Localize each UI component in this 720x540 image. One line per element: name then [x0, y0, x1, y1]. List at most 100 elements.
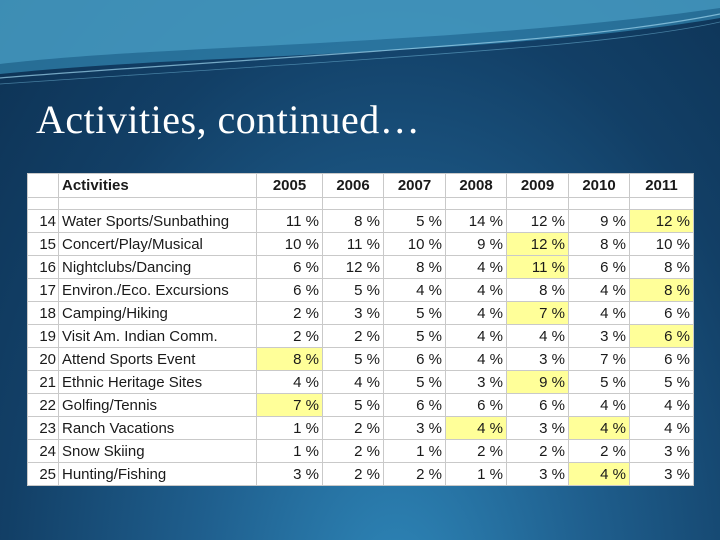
- header-year-2005: 2005: [256, 173, 323, 198]
- activity-name-cell: Attend Sports Event: [58, 347, 257, 371]
- percent-cell-2007: 5 %: [383, 301, 446, 325]
- activities-table: Activities 2005 2006 2007 2008 2009 2010…: [27, 173, 694, 486]
- header-num-cell: [27, 173, 59, 198]
- table-row: 24 Snow Skiing 1 % 2 % 1 % 2 % 2 % 2 % 3 %: [27, 439, 694, 463]
- percent-cell-2007: 5 %: [383, 324, 446, 348]
- percent-cell-2008: 14 %: [445, 209, 507, 233]
- header-year-2009: 2009: [506, 173, 569, 198]
- percent-cell-2011: 5 %: [629, 370, 694, 394]
- percent-cell-2008: 4 %: [445, 278, 507, 302]
- percent-cell-2010: 3 %: [568, 324, 630, 348]
- percent-cell-2011: 6 %: [629, 324, 694, 348]
- percent-cell-2010: 4 %: [568, 416, 630, 440]
- percent-cell-2006: 5 %: [322, 347, 384, 371]
- percent-cell-2005: 6 %: [256, 278, 323, 302]
- row-number-cell: 16: [27, 255, 59, 279]
- activity-name-cell: Water Sports/Sunbathing: [58, 209, 257, 233]
- percent-cell-2007: 2 %: [383, 462, 446, 486]
- percent-cell-2009: 12 %: [506, 232, 569, 256]
- percent-cell-2011: 10 %: [629, 232, 694, 256]
- header-swoosh-graphic: [0, 0, 720, 85]
- percent-cell-2008: 1 %: [445, 462, 507, 486]
- slide-title: Activities, continued…: [36, 97, 421, 142]
- percent-cell-2007: 1 %: [383, 439, 446, 463]
- activity-name-cell: Ranch Vacations: [58, 416, 257, 440]
- percent-cell-2006: 5 %: [322, 393, 384, 417]
- percent-cell-2007: 6 %: [383, 347, 446, 371]
- activity-name-cell: Environ./Eco. Excursions: [58, 278, 257, 302]
- percent-cell-2008: 4 %: [445, 301, 507, 325]
- percent-cell-2008: 4 %: [445, 416, 507, 440]
- percent-cell-2008: 4 %: [445, 347, 507, 371]
- percent-cell-2006: 2 %: [322, 439, 384, 463]
- percent-cell-2010: 6 %: [568, 255, 630, 279]
- percent-cell-2010: 9 %: [568, 209, 630, 233]
- row-number-cell: 14: [27, 209, 59, 233]
- percent-cell-2006: 5 %: [322, 278, 384, 302]
- activities-table-container: Activities 2005 2006 2007 2008 2009 2010…: [27, 173, 694, 486]
- percent-cell-2008: 4 %: [445, 255, 507, 279]
- header-year-2007: 2007: [383, 173, 446, 198]
- percent-cell-2009: 7 %: [506, 301, 569, 325]
- percent-cell-2011: 6 %: [629, 301, 694, 325]
- percent-cell-2010: 4 %: [568, 462, 630, 486]
- percent-cell-2008: 2 %: [445, 439, 507, 463]
- percent-cell-2009: 4 %: [506, 324, 569, 348]
- percent-cell-2005: 1 %: [256, 439, 323, 463]
- percent-cell-2009: 11 %: [506, 255, 569, 279]
- percent-cell-2009: 3 %: [506, 416, 569, 440]
- row-number-cell: 20: [27, 347, 59, 371]
- percent-cell-2008: 3 %: [445, 370, 507, 394]
- percent-cell-2011: 8 %: [629, 278, 694, 302]
- percent-cell-2011: 4 %: [629, 393, 694, 417]
- row-number-cell: 19: [27, 324, 59, 348]
- percent-cell-2005: 1 %: [256, 416, 323, 440]
- percent-cell-2009: 3 %: [506, 462, 569, 486]
- table-row: 23 Ranch Vacations 1 % 2 % 3 % 4 % 3 % 4 % 4 %: [27, 416, 694, 440]
- percent-cell-2005: 8 %: [256, 347, 323, 371]
- table-spacer-row: [27, 197, 694, 210]
- row-number-cell: 21: [27, 370, 59, 394]
- percent-cell-2009: 12 %: [506, 209, 569, 233]
- percent-cell-2007: 4 %: [383, 278, 446, 302]
- percent-cell-2007: 5 %: [383, 370, 446, 394]
- percent-cell-2006: 3 %: [322, 301, 384, 325]
- percent-cell-2010: 7 %: [568, 347, 630, 371]
- percent-cell-2005: 4 %: [256, 370, 323, 394]
- percent-cell-2006: 11 %: [322, 232, 384, 256]
- header-year-2006: 2006: [322, 173, 384, 198]
- table-row: 15 Concert/Play/Musical 10 % 11 % 10 % 9 % 12 …: [27, 232, 694, 256]
- table-row: 14 Water Sports/Sunbathing 11 % 8 % 5 % 14 % 1…: [27, 209, 694, 233]
- row-number-cell: 18: [27, 301, 59, 325]
- percent-cell-2009: 9 %: [506, 370, 569, 394]
- activity-name-cell: Hunting/Fishing: [58, 462, 257, 486]
- percent-cell-2005: 6 %: [256, 255, 323, 279]
- percent-cell-2008: 6 %: [445, 393, 507, 417]
- header-year-2008: 2008: [445, 173, 507, 198]
- percent-cell-2005: 2 %: [256, 301, 323, 325]
- percent-cell-2005: 10 %: [256, 232, 323, 256]
- percent-cell-2009: 8 %: [506, 278, 569, 302]
- activity-name-cell: Ethnic Heritage Sites: [58, 370, 257, 394]
- percent-cell-2009: 3 %: [506, 347, 569, 371]
- activity-name-cell: Nightclubs/Dancing: [58, 255, 257, 279]
- percent-cell-2010: 2 %: [568, 439, 630, 463]
- percent-cell-2005: 7 %: [256, 393, 323, 417]
- header-activities-cell: Activities: [58, 173, 257, 198]
- percent-cell-2010: 8 %: [568, 232, 630, 256]
- percent-cell-2007: 10 %: [383, 232, 446, 256]
- percent-cell-2010: 5 %: [568, 370, 630, 394]
- table-row: 22 Golfing/Tennis 7 % 5 % 6 % 6 % 6 % 4 % 4 %: [27, 393, 694, 417]
- percent-cell-2011: 8 %: [629, 255, 694, 279]
- percent-cell-2011: 6 %: [629, 347, 694, 371]
- table-row: 25 Hunting/Fishing 3 % 2 % 2 % 1 % 3 % 4 % 3 %: [27, 462, 694, 486]
- activity-name-cell: Golfing/Tennis: [58, 393, 257, 417]
- percent-cell-2009: 2 %: [506, 439, 569, 463]
- activity-name-cell: Camping/Hiking: [58, 301, 257, 325]
- percent-cell-2006: 2 %: [322, 462, 384, 486]
- percent-cell-2010: 4 %: [568, 278, 630, 302]
- percent-cell-2007: 6 %: [383, 393, 446, 417]
- activity-name-cell: Visit Am. Indian Comm.: [58, 324, 257, 348]
- percent-cell-2011: 3 %: [629, 462, 694, 486]
- percent-cell-2011: 12 %: [629, 209, 694, 233]
